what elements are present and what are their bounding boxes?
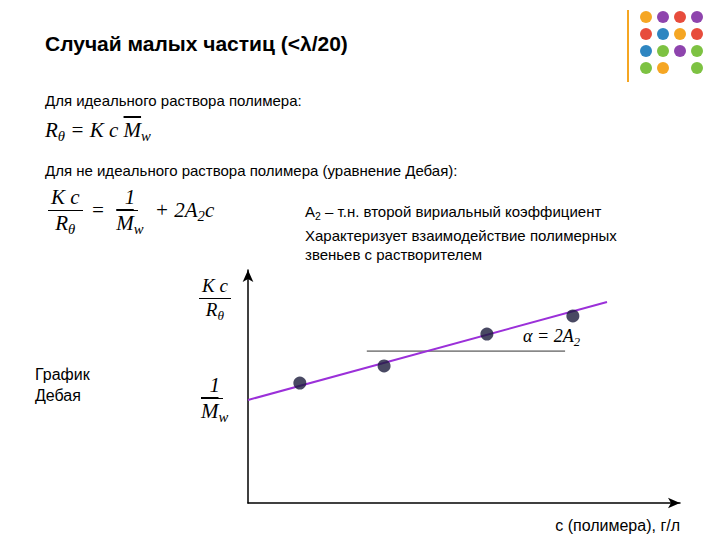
html-text:звеньев с растворителем: звеньев с растворителем xyxy=(305,246,483,264)
svg-text:c (полимера), г/л: c (полимера), г/л xyxy=(555,517,680,534)
html-text:α = 2 A2: α = 2 A2 xyxy=(523,326,580,349)
html-text:Характеризует взаимодействие п: Характеризует взаимодействие полимерных xyxy=(305,227,617,245)
html-text:K c: K c xyxy=(51,185,80,209)
html-text:График Дебая: График Дебая xyxy=(35,366,90,404)
html-text:K c: K c xyxy=(202,275,228,296)
html-text:Rθ: Rθ xyxy=(205,298,224,323)
html-text:+ 2 A2c: + 2 A2c xyxy=(149,197,215,224)
html-text:A2– т.н. второй вириальный коэ: A2– т.н. второй вириальный коэффициент xyxy=(305,203,602,223)
html-text:Для не идеального раствора пол: Для не идеального раствора полимера (ура… xyxy=(45,162,458,179)
html-text:Mw: Mw xyxy=(201,399,229,426)
html-text:Для идеального раствора полиме: Для идеального раствора полимера: xyxy=(45,92,302,109)
html-text:1: 1 xyxy=(209,373,220,397)
html-text:Случай малых частиц (<λ/20): Случай малых частиц (<λ/20) xyxy=(45,32,348,55)
html-text:Rθ= K c Mw: Rθ= K c Mw xyxy=(45,118,151,145)
html-text:Rθ: Rθ xyxy=(55,211,76,238)
html-text:1: 1 xyxy=(124,185,136,209)
html-text:Mw: Mw xyxy=(116,211,144,238)
